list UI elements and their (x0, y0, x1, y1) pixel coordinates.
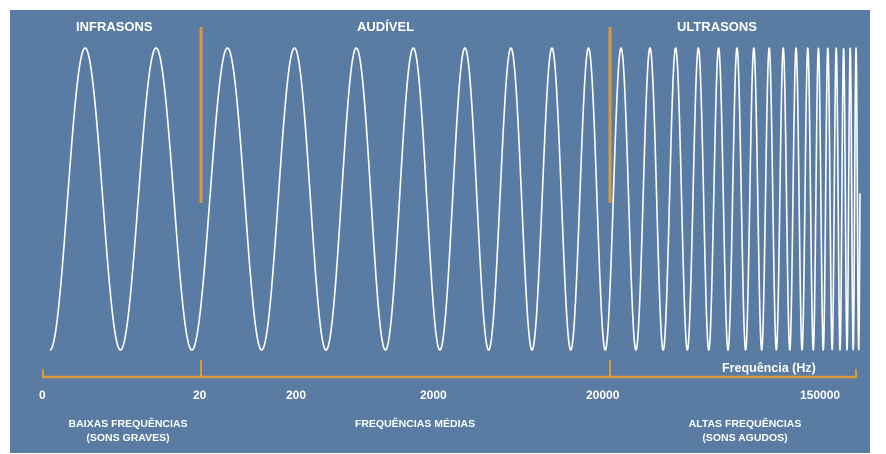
low-frequencies-line1: BAIXAS FREQUÊNCIAS (68, 418, 188, 430)
spectrum-graphic (42, 27, 861, 379)
ultrasound-label: ULTRASONS (677, 19, 757, 34)
low-frequencies-line2: (SONS GRAVES) (86, 432, 170, 445)
sound-spectrum-panel: INFRASONS AUDÍVEL ULTRASONS Frequência (… (10, 10, 870, 453)
high-frequencies-label: ALTAS FREQUÊNCIAS (SONS AGUDOS) (660, 417, 830, 445)
medium-frequencies-line1: FREQUÊNCIAS MÉDIAS (354, 418, 476, 430)
tick-label-20: 20 (193, 388, 207, 402)
frequency-axis-title: Frequência (Hz) (722, 361, 816, 375)
tick-label-0: 0 (39, 388, 46, 402)
low-frequencies-label: BAIXAS FREQUÊNCIAS (SONS GRAVES) (38, 417, 218, 445)
tick-label-200: 200 (286, 388, 307, 402)
medium-frequencies-label: FREQUÊNCIAS MÉDIAS (330, 417, 500, 431)
tick-label-2000: 2000 (420, 388, 447, 402)
high-frequencies-line1: ALTAS FREQUÊNCIAS (688, 418, 802, 430)
infrasound-label: INFRASONS (76, 19, 153, 34)
tick-label-20000: 20000 (586, 388, 620, 402)
audible-label: AUDÍVEL (357, 19, 415, 34)
high-frequencies-line2: (SONS AGUDOS) (702, 432, 788, 445)
tick-label-150000: 150000 (800, 388, 841, 402)
sine-wave (49, 47, 861, 351)
